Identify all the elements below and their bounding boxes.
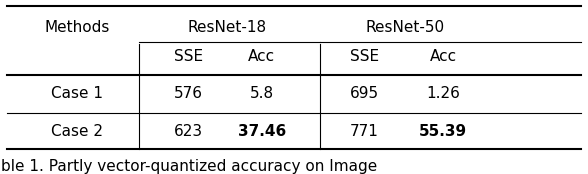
Text: Case 2: Case 2 bbox=[52, 124, 103, 139]
Text: ResNet-50: ResNet-50 bbox=[366, 20, 445, 35]
Text: SSE: SSE bbox=[174, 49, 203, 65]
Text: ble 1. Partly vector-quantized accuracy on Image: ble 1. Partly vector-quantized accuracy … bbox=[1, 159, 377, 174]
Text: 576: 576 bbox=[174, 86, 203, 101]
Text: Case 1: Case 1 bbox=[52, 86, 103, 101]
Text: 5.8: 5.8 bbox=[250, 86, 274, 101]
Text: 1.26: 1.26 bbox=[426, 86, 460, 101]
Text: 55.39: 55.39 bbox=[419, 124, 467, 139]
Text: 695: 695 bbox=[350, 86, 379, 101]
Text: SSE: SSE bbox=[350, 49, 379, 65]
Text: ResNet-18: ResNet-18 bbox=[187, 20, 266, 35]
Text: Acc: Acc bbox=[430, 49, 457, 65]
Text: Acc: Acc bbox=[248, 49, 275, 65]
Text: 37.46: 37.46 bbox=[238, 124, 286, 139]
Text: 771: 771 bbox=[350, 124, 379, 139]
Text: Methods: Methods bbox=[45, 20, 110, 35]
Text: 623: 623 bbox=[174, 124, 203, 139]
